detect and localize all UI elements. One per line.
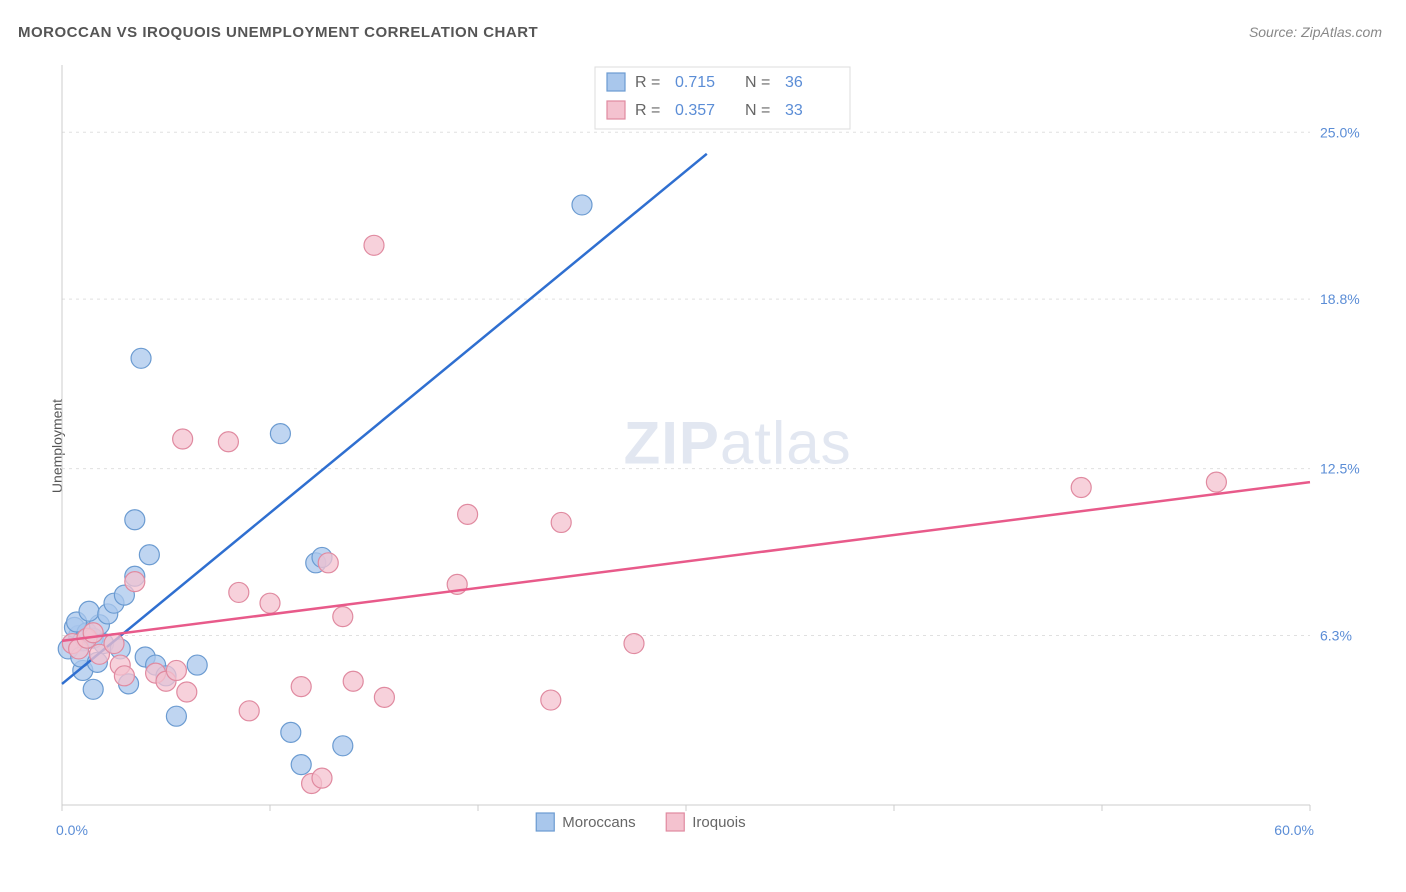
data-point: [114, 666, 134, 686]
legend-swatch: [666, 813, 684, 831]
data-point: [291, 755, 311, 775]
data-point: [260, 593, 280, 613]
y-tick-label: 18.8%: [1320, 291, 1360, 307]
data-point: [270, 424, 290, 444]
data-point: [125, 572, 145, 592]
data-point: [374, 687, 394, 707]
data-point: [177, 682, 197, 702]
data-point: [166, 706, 186, 726]
data-point: [83, 679, 103, 699]
scatter-plot: 6.3% 12.5% 18.8% 25.0% 0.0% 60.0% ZIPatlas R = 0…: [50, 55, 1380, 845]
data-point: [312, 768, 332, 788]
data-point: [343, 671, 363, 691]
source-label: Source: ZipAtlas.com: [1249, 24, 1382, 40]
data-point: [624, 634, 644, 654]
legend-label: Moroccans: [562, 814, 635, 831]
data-point: [239, 701, 259, 721]
y-tick-label: 6.3%: [1320, 627, 1352, 643]
data-point: [187, 655, 207, 675]
r-value: 0.715: [675, 74, 715, 91]
data-point: [458, 504, 478, 524]
trend-line: [62, 482, 1310, 641]
r-value: 0.357: [675, 102, 715, 119]
legend-label: Iroquois: [692, 814, 745, 831]
data-point: [364, 235, 384, 255]
chart-title: MOROCCAN VS IROQUOIS UNEMPLOYMENT CORREL…: [18, 24, 538, 41]
data-point: [541, 690, 561, 710]
data-point: [281, 722, 301, 742]
svg-text:N =: N =: [745, 74, 770, 91]
watermark: ZIPatlas: [624, 409, 852, 476]
svg-text:N =: N =: [745, 102, 770, 119]
data-point: [551, 512, 571, 532]
y-tick-label: 25.0%: [1320, 124, 1360, 140]
data-point: [572, 195, 592, 215]
svg-text:R =: R =: [635, 74, 660, 91]
data-point: [333, 736, 353, 756]
data-point: [291, 677, 311, 697]
data-point: [139, 545, 159, 565]
legend-swatch: [536, 813, 554, 831]
trend-line: [62, 154, 707, 684]
data-point: [229, 582, 249, 602]
svg-text:R =: R =: [635, 102, 660, 119]
data-point: [125, 510, 145, 530]
y-tick-label: 12.5%: [1320, 461, 1360, 477]
data-point: [83, 623, 103, 643]
data-point: [333, 607, 353, 627]
data-point: [318, 553, 338, 573]
x-tick-max: 60.0%: [1274, 822, 1314, 838]
data-point: [1071, 477, 1091, 497]
data-point: [218, 432, 238, 452]
chart-area: 6.3% 12.5% 18.8% 25.0% 0.0% 60.0% ZIPatlas R = 0…: [50, 55, 1380, 845]
n-value: 33: [785, 102, 803, 119]
data-point: [1206, 472, 1226, 492]
x-tick-min: 0.0%: [56, 822, 88, 838]
correlation-legend: R = 0.715 N = 36 R = 0.357 N = 33: [595, 67, 850, 129]
data-point: [166, 660, 186, 680]
n-value: 36: [785, 74, 803, 91]
data-point: [79, 601, 99, 621]
data-point: [173, 429, 193, 449]
data-point: [131, 348, 151, 368]
data-point: [104, 634, 124, 654]
chart-container: MOROCCAN VS IROQUOIS UNEMPLOYMENT CORREL…: [0, 0, 1406, 892]
